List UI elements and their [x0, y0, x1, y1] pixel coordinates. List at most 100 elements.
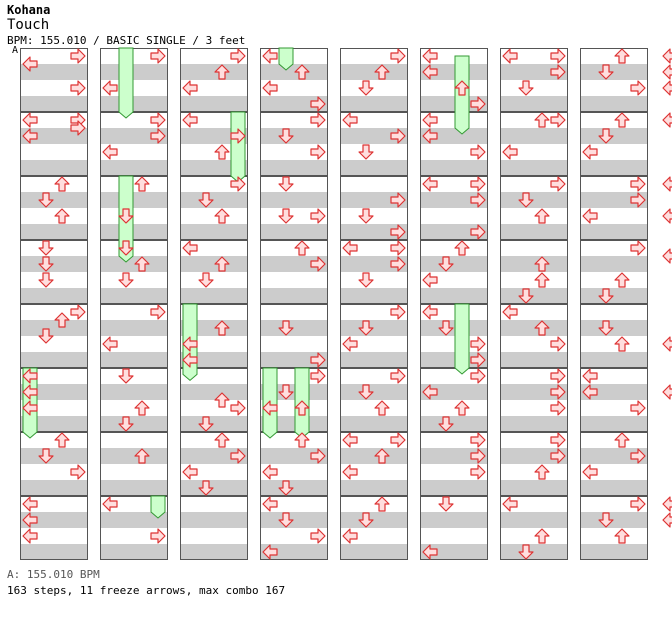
artist-name: Kohana [7, 3, 51, 17]
measure-box [500, 112, 568, 176]
step-arrow-down [278, 176, 294, 192]
beat-stripe [500, 336, 568, 352]
beat-stripe [180, 496, 248, 512]
beat-stripe [500, 512, 568, 528]
measure-box [20, 432, 88, 496]
beat-stripe [20, 544, 88, 560]
freeze-arrow [454, 303, 470, 375]
step-arrow-right [310, 352, 326, 368]
beat-stripe [580, 528, 648, 544]
step-arrow-down [358, 208, 374, 224]
beat-stripe [580, 496, 648, 512]
beat-stripe [340, 64, 408, 80]
beat-stripe [100, 336, 168, 352]
beat-stripe [180, 464, 248, 480]
beat-stripe [340, 240, 408, 256]
measure-box [340, 48, 408, 112]
step-arrow-down [598, 320, 614, 336]
beat-stripe [100, 368, 168, 384]
beat-stripe [340, 512, 408, 528]
measure-box [180, 176, 248, 240]
step-arrow-left [182, 352, 198, 368]
beat-stripe [100, 208, 168, 224]
step-arrow-down [598, 128, 614, 144]
beat-stripe [180, 64, 248, 80]
step-arrow-left [102, 80, 118, 96]
beat-stripe [20, 224, 88, 240]
step-arrow-right [230, 48, 246, 64]
step-arrow-left [22, 400, 38, 416]
beat-stripe [20, 336, 88, 352]
beat-stripe [500, 432, 568, 448]
step-arrow-right [470, 336, 486, 352]
beat-stripe [100, 528, 168, 544]
step-arrow-right [470, 224, 486, 240]
beat-stripe [580, 80, 648, 96]
beat-stripe [180, 480, 248, 496]
step-arrow-left [582, 368, 598, 384]
beat-stripe [180, 512, 248, 528]
step-arrow-right [470, 368, 486, 384]
measure-box [420, 304, 488, 368]
beat-stripe [580, 208, 648, 224]
step-arrow-up [534, 272, 550, 288]
beat-stripe [180, 416, 248, 432]
beat-stripe [180, 96, 248, 112]
step-arrow-up [214, 64, 230, 80]
beat-stripe [260, 448, 328, 464]
step-arrow-left [662, 496, 672, 512]
measure-box [580, 112, 648, 176]
step-arrow-left [502, 304, 518, 320]
beat-stripe [420, 496, 488, 512]
step-arrow-up [214, 432, 230, 448]
measure-box [260, 48, 328, 112]
step-arrow-right [470, 144, 486, 160]
beat-stripe [180, 272, 248, 288]
step-arrow-down [118, 368, 134, 384]
beat-stripe [580, 128, 648, 144]
beat-stripe [500, 192, 568, 208]
beat-stripe [20, 112, 88, 128]
beat-stripe [100, 48, 168, 64]
measure-box [20, 304, 88, 368]
step-arrow-left [422, 544, 438, 560]
measure-box [420, 496, 488, 560]
beat-stripe [420, 448, 488, 464]
step-arrow-down [278, 320, 294, 336]
step-arrow-left [182, 112, 198, 128]
step-arrow-right [470, 432, 486, 448]
beat-stripe [260, 304, 328, 320]
measure-box [580, 48, 648, 112]
step-arrow-right [310, 448, 326, 464]
beat-stripe [20, 80, 88, 96]
beat-stripe [340, 224, 408, 240]
step-arrow-left [102, 144, 118, 160]
beat-stripe [500, 48, 568, 64]
beat-stripe [340, 352, 408, 368]
step-arrow-right [390, 48, 406, 64]
beat-stripe [340, 496, 408, 512]
beat-stripe [420, 432, 488, 448]
beat-stripe [420, 544, 488, 560]
step-arrow-down [38, 256, 54, 272]
beat-stripe [100, 80, 168, 96]
beat-stripe [20, 352, 88, 368]
step-arrow-right [390, 368, 406, 384]
step-arrow-right [230, 176, 246, 192]
beat-stripe [260, 352, 328, 368]
beat-stripe [580, 304, 648, 320]
beat-stripe [340, 256, 408, 272]
beat-stripe [500, 64, 568, 80]
step-arrow-left [102, 496, 118, 512]
beat-stripe [420, 288, 488, 304]
beat-stripe [340, 304, 408, 320]
measure-box [180, 48, 248, 112]
step-arrow-right [310, 96, 326, 112]
beat-stripe [340, 384, 408, 400]
measure-box [580, 304, 648, 368]
beat-stripe [420, 528, 488, 544]
beat-stripe [180, 208, 248, 224]
beat-stripe [580, 384, 648, 400]
beat-stripe [20, 448, 88, 464]
step-arrow-up [294, 240, 310, 256]
